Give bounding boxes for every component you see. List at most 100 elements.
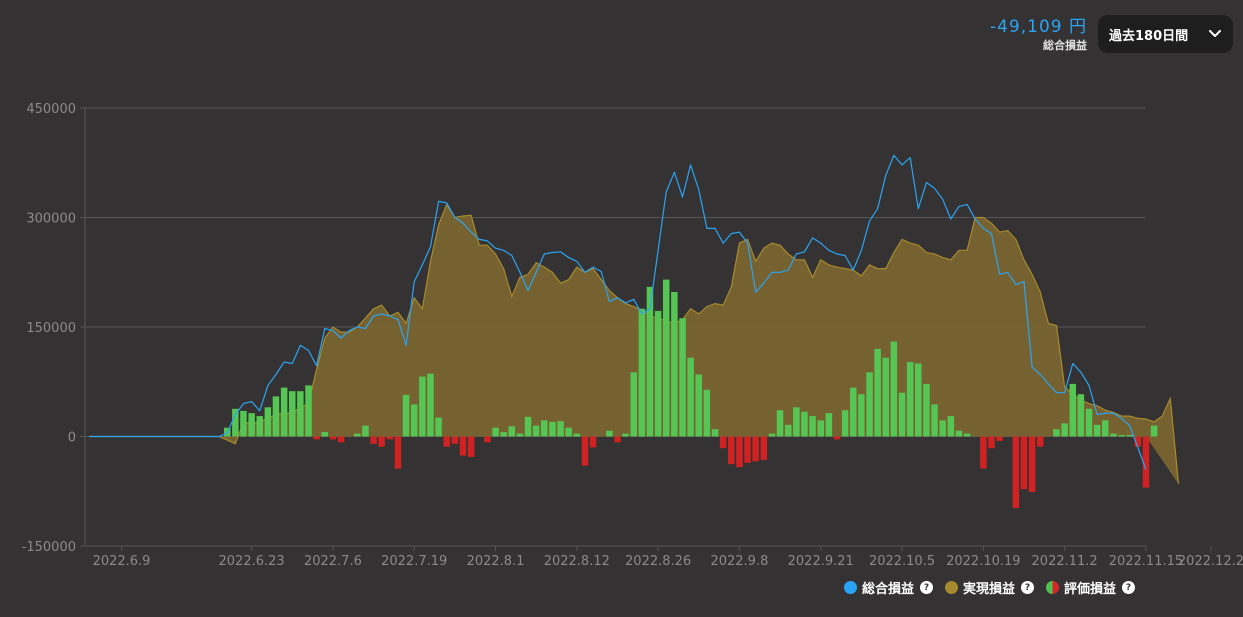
legend-item-total[interactable]: 総合損益 ? <box>843 578 933 597</box>
unrealized-pl-bar <box>736 436 743 468</box>
unrealized-pl-bar <box>248 413 255 437</box>
legend-dot-total <box>843 581 857 594</box>
unrealized-pl-bar <box>1053 429 1060 437</box>
unrealized-pl-bar <box>654 310 662 437</box>
unrealized-pl-bar <box>565 427 572 437</box>
unrealized-pl-bar <box>622 433 629 437</box>
unrealized-pl-bar <box>817 420 824 437</box>
chart-legend: 総合損益 ? 実現損益 ? 評価損益 ? <box>832 578 1135 597</box>
unrealized-pl-bar <box>394 436 402 469</box>
unrealized-pl-bar <box>362 425 369 437</box>
y-tick-label: 450000 <box>26 102 76 117</box>
x-tick-label: 2022.10.5 <box>869 554 935 569</box>
help-icon[interactable]: ? <box>919 581 933 594</box>
unrealized-pl-bar <box>996 436 1003 441</box>
x-tick-label: 2022.7.6 <box>304 554 362 569</box>
unrealized-pl-bar <box>232 408 239 437</box>
unrealized-pl-bar <box>289 391 296 437</box>
period-select[interactable]: 過去180日間 <box>1098 15 1233 53</box>
unrealized-pl-bar <box>272 396 280 437</box>
unrealized-pl-bar <box>1126 435 1133 437</box>
unrealized-pl-bar <box>671 292 678 437</box>
x-tick-label: 2022.12.2 <box>1178 554 1243 569</box>
unrealized-pl-bar <box>240 410 247 437</box>
unrealized-pl-bar <box>801 411 808 437</box>
unrealized-pl-bar <box>890 341 898 437</box>
unrealized-pl-bar <box>923 383 930 437</box>
unrealized-pl-bar <box>1069 383 1076 437</box>
y-tick-label: -150000 <box>22 540 76 555</box>
unrealized-pl-bar <box>833 436 841 440</box>
x-tick-label: 2022.7.19 <box>381 554 447 569</box>
unrealized-pl-bar <box>988 436 995 449</box>
unrealized-pl-bar <box>305 385 312 437</box>
unrealized-pl-bar <box>1020 436 1028 490</box>
help-icon[interactable]: ? <box>1122 581 1135 594</box>
x-tick-label: 2022.11.15 <box>1109 554 1183 569</box>
unrealized-pl-bar <box>760 436 768 460</box>
unrealized-pl-bar <box>1102 420 1109 437</box>
unrealized-pl-bar <box>768 433 776 437</box>
unrealized-pl-bar <box>500 432 507 437</box>
unrealized-pl-bar <box>354 433 361 437</box>
unrealized-pl-bar <box>411 404 418 437</box>
unrealized-pl-bar <box>378 436 385 447</box>
unrealized-pl-bar <box>711 429 719 437</box>
x-tick-label: 2022.11.2 <box>1032 554 1098 569</box>
unrealized-pl-bar <box>906 362 914 437</box>
x-tick-label: 2022.8.26 <box>625 554 691 569</box>
unrealized-pl-bar <box>451 436 459 444</box>
unrealized-pl-bar <box>419 376 426 437</box>
unrealized-pl-bar <box>1150 425 1158 437</box>
legend-item-realized[interactable]: 実現損益 ? <box>944 578 1034 597</box>
unrealized-pl-bar <box>557 421 564 437</box>
total-pl-line <box>89 154 1147 470</box>
x-tick-label: 2022.6.23 <box>219 554 285 569</box>
unrealized-pl-bar <box>809 416 816 437</box>
unrealized-pl-bar <box>402 394 410 437</box>
unrealized-pl-bar <box>370 436 377 444</box>
x-tick-label: 2022.10.19 <box>946 554 1020 569</box>
unrealized-pl-bar <box>728 436 735 465</box>
unrealized-pl-bar <box>939 420 946 437</box>
total-pl-value: -49,109 円 <box>989 17 1087 37</box>
unrealized-pl-bar <box>630 372 637 437</box>
unrealized-pl-bar <box>459 436 467 456</box>
total-pl-summary: -49,109 円 総合損益 <box>990 16 1087 54</box>
unrealized-pl-bar <box>947 416 955 437</box>
unrealized-pl-bar <box>915 363 922 437</box>
unrealized-pl-bar <box>492 427 499 437</box>
unrealized-pl-bar <box>841 410 849 437</box>
unrealized-pl-bar <box>581 436 589 466</box>
unrealized-pl-bar <box>1061 423 1068 437</box>
unrealized-pl-bar <box>524 416 532 437</box>
unrealized-pl-bar <box>484 436 491 443</box>
y-tick-label: 0 <box>68 431 76 446</box>
unrealized-pl-bar <box>793 407 800 437</box>
unrealized-pl-bar <box>785 424 792 437</box>
help-icon[interactable]: ? <box>1020 581 1034 594</box>
y-tick-label: 150000 <box>26 321 76 336</box>
unrealized-pl-bar <box>467 436 475 457</box>
period-select-label: 過去180日間 <box>1109 28 1189 44</box>
unrealized-pl-bar <box>882 357 889 437</box>
unrealized-pl-bar <box>963 433 971 437</box>
x-tick-label: 2022.6.9 <box>93 554 151 569</box>
unrealized-pl-bar <box>1093 424 1101 437</box>
unrealized-pl-bar <box>687 357 694 437</box>
unrealized-pl-bar <box>1077 394 1085 437</box>
unrealized-pl-bar <box>1118 435 1125 437</box>
unrealized-pl-bar <box>646 286 654 437</box>
unrealized-pl-bar <box>329 436 337 440</box>
unrealized-pl-bar <box>256 416 263 437</box>
unrealized-pl-bar <box>931 404 938 437</box>
unrealized-pl-bar <box>386 436 394 440</box>
legend-item-unrealized[interactable]: 評価損益 ? <box>1045 578 1135 597</box>
unrealized-pl-bar <box>508 426 515 437</box>
unrealized-pl-bar <box>874 348 881 437</box>
unrealized-pl-bar <box>1037 436 1044 447</box>
unrealized-pl-bar <box>549 421 556 437</box>
unrealized-pl-bar <box>427 373 434 437</box>
unrealized-pl-bar <box>776 410 784 437</box>
unrealized-pl-bar <box>858 394 865 437</box>
